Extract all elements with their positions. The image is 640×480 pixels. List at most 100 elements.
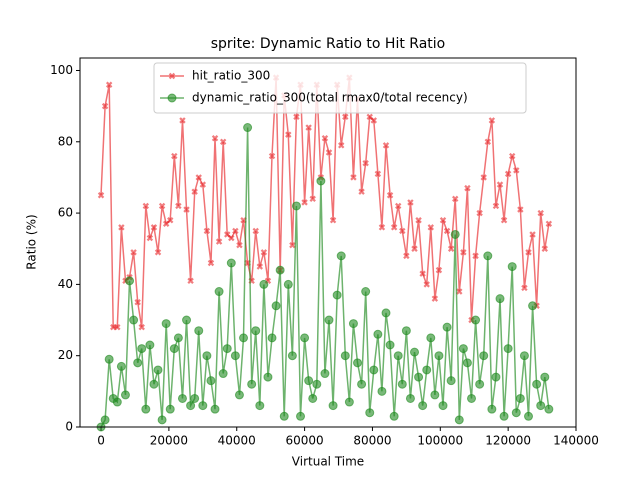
data-point [120, 390, 130, 400]
data-point [104, 354, 114, 364]
data-point [279, 411, 289, 421]
data-point [511, 408, 521, 418]
data-point [435, 266, 443, 274]
data-point [252, 227, 259, 235]
x-tick-label: 20000 [150, 434, 188, 448]
legend-marker [167, 93, 177, 103]
data-point [236, 241, 243, 249]
data-point [378, 224, 386, 231]
data-point [513, 167, 520, 174]
data-point [401, 326, 411, 336]
data-point [255, 401, 265, 411]
data-point [199, 181, 207, 188]
data-point [521, 284, 528, 292]
data-point [358, 188, 365, 195]
data-point [423, 281, 430, 288]
x-tick-label: 100000 [417, 434, 463, 448]
data-point [462, 358, 472, 368]
data-point [234, 390, 244, 400]
data-point [361, 287, 371, 297]
data-point [430, 390, 440, 400]
legend: hit_ratio_300 dynamic_ratio_300(total rma… [153, 62, 527, 114]
y-tick-label: 0 [65, 420, 73, 434]
data-point [130, 249, 137, 256]
data-point [219, 138, 227, 145]
data-point [544, 404, 554, 414]
data-point [308, 393, 318, 403]
data-point [340, 351, 350, 361]
data-point [403, 252, 410, 260]
data-point [369, 365, 379, 375]
data-point [397, 379, 407, 389]
data-point [499, 411, 509, 421]
data-point [312, 379, 322, 389]
data-point [194, 326, 204, 336]
data-point [479, 351, 489, 361]
data-point [338, 142, 345, 149]
data-point [487, 404, 497, 414]
data-point [251, 326, 261, 336]
data-point [450, 229, 460, 239]
y-tick-label: 20 [58, 348, 73, 362]
data-point [259, 279, 269, 289]
data-point [452, 195, 459, 203]
data-point [230, 351, 240, 361]
data-point [105, 81, 113, 88]
data-point [362, 159, 369, 167]
data-point [203, 227, 211, 235]
data-point [243, 123, 253, 133]
data-point [467, 393, 477, 403]
data-point [157, 415, 167, 425]
data-point [328, 401, 338, 411]
data-point [182, 315, 192, 325]
data-point [464, 184, 471, 192]
data-point [316, 176, 326, 186]
data-point [141, 404, 151, 414]
data-point [491, 372, 501, 382]
data-point [434, 351, 444, 361]
data-point [500, 217, 508, 224]
legend-marker [168, 72, 176, 80]
data-point [247, 379, 257, 389]
data-point [325, 149, 333, 156]
y-tick-label: 40 [58, 277, 73, 291]
data-point [186, 401, 196, 411]
data-point [218, 369, 228, 379]
data-point [329, 217, 337, 224]
data-point [214, 287, 224, 297]
data-point [507, 262, 517, 272]
data-point [483, 251, 493, 261]
data-point [528, 301, 538, 311]
legend-label: hit_ratio_300 [192, 69, 270, 83]
data-point [532, 379, 542, 389]
data-point [332, 290, 342, 300]
data-point [137, 344, 147, 354]
data-point [357, 379, 367, 389]
data-point [447, 245, 455, 252]
data-point [150, 224, 158, 231]
data-point [509, 152, 516, 160]
data-point [529, 231, 536, 238]
data-point [471, 315, 481, 325]
data-point [443, 227, 451, 235]
data-point [228, 234, 235, 242]
data-point [389, 411, 399, 421]
data-point [116, 361, 126, 371]
data-point [275, 265, 285, 275]
data-point [97, 192, 105, 199]
data-point [187, 277, 194, 285]
data-point [167, 217, 174, 224]
data-point [191, 188, 198, 195]
legend-label: dynamic_ratio_300(total rmax0/total rece… [192, 91, 468, 105]
y-tick-label: 60 [58, 206, 73, 220]
data-point [382, 142, 390, 149]
data-point [524, 411, 534, 421]
data-point [386, 192, 394, 199]
data-point [484, 138, 491, 145]
data-point [431, 295, 439, 302]
chart-title: sprite: Dynamic Ratio to Hit Ratio [211, 36, 446, 52]
data-point [222, 344, 232, 354]
legend-box [153, 62, 527, 114]
data-point [114, 323, 121, 331]
data-point [173, 333, 183, 343]
